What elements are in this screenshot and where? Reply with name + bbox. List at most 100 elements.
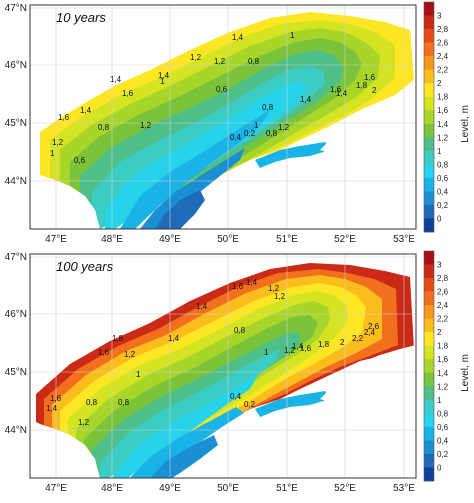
- colorbar-tick: 1,6: [437, 355, 449, 364]
- contour-label: 0,4: [230, 133, 242, 142]
- colorbar-tick: 1,4: [437, 120, 449, 129]
- colorbar-tick: 2: [437, 79, 442, 88]
- contour-label: 1: [160, 77, 165, 86]
- colorbar: 3 2,8 2,6 2,4 2,2 2 1,8 1,6 1,4 1,2 1 0,8 0,6 0,4 0,2 0: [423, 250, 449, 482]
- sea-level-band-0-2: [150, 435, 218, 478]
- sea-level-band-0-4: [120, 110, 270, 229]
- colorbar-swatch: [424, 399, 434, 414]
- map-panel-10-years: 10 years 1,4 1 1,2 1,4 1,6 1,2 1,4 1,6 1…: [0, 0, 474, 249]
- panel-title: 10 years: [56, 10, 106, 25]
- colorbar-tick: 1: [437, 147, 442, 156]
- lon-tick: 50°E: [217, 234, 239, 245]
- contour-label: 1,4: [168, 334, 180, 343]
- panel-title: 100 years: [56, 259, 114, 274]
- colorbar-swatch: [424, 278, 434, 292]
- colorbar-swatch: [424, 305, 434, 319]
- contour-label: 1,4: [80, 106, 92, 115]
- colorbar-tick: 0: [437, 214, 442, 223]
- contour-label: 1,4: [232, 33, 244, 42]
- contour-label: 1,4: [46, 404, 58, 413]
- contour-labels: 1,4 1 1,2 1,4 1,6 1,2 1,4 1,6 1,4 1,2 1 …: [50, 31, 377, 165]
- lon-tick: 52°E: [334, 234, 356, 245]
- colorbar-swatch: [424, 191, 434, 206]
- lat-tick: 46°N: [5, 309, 27, 320]
- contour-label: 0,4: [230, 392, 242, 401]
- lat-axis: 47°N 46°N 45°N 44°N: [5, 3, 27, 187]
- lon-tick: 51°E: [276, 234, 298, 245]
- contour-label: 1: [254, 121, 259, 130]
- colorbar-swatch: [424, 69, 434, 84]
- lon-tick: 49°E: [159, 234, 181, 245]
- colorbar-swatch: [424, 251, 434, 265]
- colorbar-swatch: [424, 42, 434, 57]
- map-panel-100-years: 100 years 1,6 1,4 1,2 1,4 1,2 1,8 1,6 1,…: [0, 249, 474, 498]
- colorbar-swatch: [424, 123, 434, 138]
- contour-label: 1,2: [274, 292, 286, 301]
- colorbar-tick: 0,8: [437, 409, 449, 418]
- contour-label: 1,6: [58, 113, 70, 122]
- colorbar-tick: 2,8: [437, 274, 449, 283]
- colorbar-tick: 1,8: [437, 93, 449, 102]
- contour-label: 1,2: [214, 57, 226, 66]
- colorbar-swatch: [424, 453, 434, 468]
- lon-tick: 51°E: [276, 483, 298, 494]
- colorbar-tick: 1,6: [437, 106, 449, 115]
- contour-label: 0,6: [74, 156, 86, 165]
- contour-label: 1: [50, 149, 55, 158]
- land-southwest: [30, 419, 100, 478]
- contour-label: 1,4: [292, 342, 304, 351]
- colorbar-tick: 0,6: [437, 423, 449, 432]
- contour-label: 1,8: [318, 340, 330, 349]
- contour-label: 1: [264, 348, 269, 357]
- colorbar-tick: 2,6: [437, 288, 449, 297]
- lat-tick: 45°N: [5, 118, 27, 129]
- lon-tick: 47°E: [45, 483, 67, 494]
- land-south: [216, 176, 416, 229]
- land-east: [320, 78, 416, 182]
- colorbar-tick: 0,8: [437, 160, 449, 169]
- contour-label: 1,4: [158, 71, 170, 80]
- sea-level-band-0-4-east: [255, 142, 330, 168]
- contour-label: 1,8: [356, 81, 368, 90]
- contour-label: 1,2: [78, 418, 90, 427]
- colorbar-swatch: [424, 83, 434, 98]
- colorbar-tick: 1,2: [437, 382, 449, 391]
- contour-label: 1,6: [50, 394, 62, 403]
- colorbar-swatch: [424, 150, 434, 165]
- colorbar-title: Level, m: [460, 105, 471, 143]
- colorbar-swatch: [424, 29, 434, 43]
- colorbar-swatch: [424, 110, 434, 125]
- colorbar-swatch: [424, 440, 434, 455]
- contour-label: 0,6: [216, 85, 228, 94]
- colorbar-tick: 0,2: [437, 450, 449, 459]
- map-plot-area: [29, 253, 417, 479]
- colorbar-tick: 2,4: [437, 301, 449, 310]
- contour-label: 1,4: [196, 302, 208, 311]
- lat-tick: 44°N: [5, 176, 27, 187]
- colorbar-swatch: [424, 204, 434, 219]
- sea-level-band-0-2: [140, 148, 245, 229]
- colorbar-frame: [423, 1, 435, 233]
- colorbar-tick: 1: [437, 396, 442, 405]
- contour-label: 1,2: [52, 138, 64, 147]
- contour-label: 0,8: [262, 103, 274, 112]
- colorbar-tick: 2,4: [437, 52, 449, 61]
- lon-tick: 48°E: [101, 234, 123, 245]
- colorbar-swatch: [424, 372, 434, 387]
- contour-label: 1,2: [190, 53, 202, 62]
- contour-labels: 1,6 1,4 1,2 1,4 1,2 1,8 1,6 1,4 1,2 1 0,…: [46, 278, 380, 427]
- contour-label: 1,2: [124, 350, 136, 359]
- contour-label: 2: [372, 86, 377, 95]
- colorbar-swatch: [424, 264, 434, 279]
- sea-level-band-0-4-east: [255, 391, 330, 417]
- colorbar-swatch: [424, 291, 434, 306]
- colorbar-swatch: [424, 2, 434, 16]
- contour-label: 0,2: [244, 129, 256, 138]
- colorbar-swatch: [424, 426, 434, 441]
- colorbar-swatch: [424, 218, 434, 233]
- colorbar-tick: 3: [437, 261, 442, 270]
- contour-label: 2,4: [364, 328, 376, 337]
- colorbar-tick: 2,8: [437, 25, 449, 34]
- contour-label: 1,2: [140, 121, 152, 130]
- sea-level-band-0-4: [130, 407, 244, 478]
